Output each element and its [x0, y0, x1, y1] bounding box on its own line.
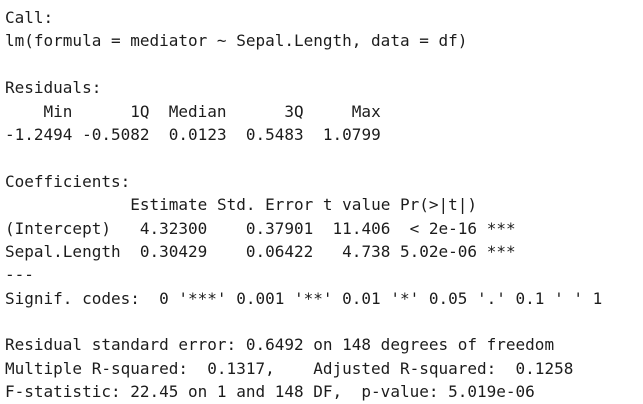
coefficient-row: Sepal.Length 0.30429 0.06422 4.738 5.02e… — [5, 240, 643, 263]
term: Sepal.Length — [5, 241, 121, 261]
col-header: Std. Error — [216, 195, 314, 215]
f-statistic: F-statistic: 22.45 on 1 and 148 DF, p-va… — [5, 382, 535, 402]
col-header: Pr(>|t|) — [399, 195, 478, 215]
r-squared-row: Multiple R-squared: 0.1317, Adjusted R-s… — [5, 357, 643, 380]
blank-line — [5, 146, 643, 169]
cell: -0.5082 — [82, 124, 150, 144]
col-header: Min — [43, 101, 73, 121]
signif-stars: *** — [486, 218, 516, 238]
multiple-r2: Multiple R-squared: 0.1317, — [5, 358, 275, 378]
col-header: t value — [322, 195, 391, 215]
cell: 4.738 — [342, 241, 391, 261]
separator: --- — [5, 265, 34, 285]
residual-se: Residual standard error: 0.6492 on 148 d… — [5, 335, 555, 355]
residuals-value-row: -1.2494 -0.5082 0.0123 0.5483 1.0799 — [5, 123, 643, 146]
cell: 1.0799 — [322, 124, 381, 144]
col-header: 1Q — [130, 101, 150, 121]
signif-stars: *** — [486, 241, 516, 261]
cell: 0.5483 — [245, 124, 304, 144]
col-header: Median — [168, 101, 227, 121]
call-heading: Call: — [5, 8, 54, 27]
cell: -1.2494 — [5, 124, 73, 144]
cell: 4.32300 — [139, 218, 208, 238]
term: (Intercept) — [5, 218, 111, 238]
col-header: Max — [351, 101, 381, 121]
call-formula: lm(formula = mediator ~ Sepal.Length, da… — [5, 31, 468, 51]
cell: 0.06422 — [245, 241, 314, 261]
blank-line — [5, 53, 643, 76]
cell: 0.0123 — [168, 124, 227, 144]
cell: 5.02e-06 — [399, 241, 478, 261]
cell: < 2e-16 — [409, 218, 478, 238]
residuals-header-row: Min 1Q Median 3Q Max — [5, 100, 643, 123]
signif-codes: Signif. codes: 0 '***' 0.001 '**' 0.01 '… — [5, 288, 603, 308]
residuals-heading: Residuals: — [5, 78, 102, 98]
coefficients-heading: Coefficients: — [5, 171, 131, 191]
cell: 11.406 — [332, 218, 391, 238]
coefficient-row: (Intercept) 4.32300 0.37901 11.406 < 2e-… — [5, 217, 643, 240]
col-header: 3Q — [284, 101, 304, 121]
col-header: Estimate — [130, 195, 208, 215]
blank-line — [5, 310, 643, 333]
cell: 0.30429 — [139, 241, 208, 261]
adjusted-r2: Adjusted R-squared: 0.1258 — [313, 358, 574, 378]
cell: 0.37901 — [245, 218, 314, 238]
coefficients-header-row: Estimate Std. Error t value Pr(>|t|) — [5, 193, 643, 216]
